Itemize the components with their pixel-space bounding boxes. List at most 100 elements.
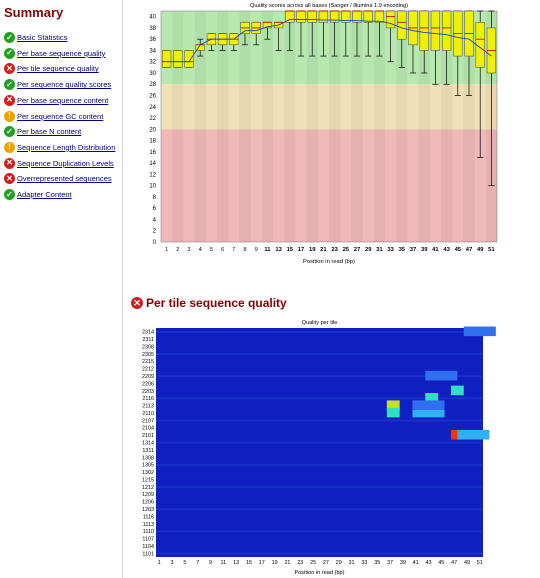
quality-boxplot-chart: Quality scores across all bases (Sanger … [149, 3, 498, 265]
module-label[interactable]: Per tile sequence quality [17, 64, 99, 74]
y-tick-label: 32 [149, 60, 156, 66]
box-2 [184, 50, 194, 68]
tile-row-stripe [156, 397, 483, 400]
box-21 [397, 10, 407, 68]
y-tick-label: 2209 [142, 374, 154, 380]
module-label[interactable]: Basic Statistics [17, 33, 68, 42]
module-label[interactable]: Sequence Duplication Levels [17, 158, 114, 168]
column-stripe [239, 11, 251, 242]
module-label[interactable]: Per sequence GC content [17, 111, 104, 121]
module-label[interactable]: Adapter Content [17, 190, 72, 199]
y-tick-label: 1203 [142, 507, 154, 513]
box-1 [173, 50, 183, 68]
module-label[interactable]: Per base N content [17, 127, 82, 137]
tile-row-stripe [156, 552, 483, 555]
x-tick-label: 21 [284, 560, 290, 566]
box-body [385, 10, 396, 29]
module-link-2[interactable]: ✕ Per tile sequence quality [4, 62, 99, 75]
y-tick-label: 2314 [142, 330, 154, 336]
pass-icon: ✓ [4, 47, 15, 59]
y-tick-label: 2206 [142, 381, 154, 387]
heat-cell-2 [412, 407, 445, 418]
y-tick-label: 1101 [142, 551, 154, 557]
x-tick-label: 21 [320, 247, 327, 253]
y-tick-label: 38 [149, 26, 156, 32]
tile-row-stripe [156, 419, 483, 422]
box-7 [240, 21, 250, 46]
y-tick-label: 1302 [142, 470, 154, 476]
pass-icon: ✓ [4, 126, 15, 138]
warn-icon: ! [4, 110, 15, 122]
x-tick-label: 19 [309, 247, 316, 253]
module-label[interactable]: Overrepresented sequences [17, 174, 112, 184]
y-tick-label: 2113 [142, 404, 154, 410]
box-body [161, 50, 172, 68]
fail-icon: ✕ [131, 297, 143, 309]
y-tick-label: 26 [149, 94, 156, 100]
module-link-10[interactable]: ✓ Adapter Content [4, 188, 72, 201]
x-tick-label: 19 [272, 560, 278, 566]
x-tick-label: 7 [232, 247, 235, 253]
module-link-1[interactable]: ✓ Per base sequence quality [4, 47, 105, 60]
x-tick-label: 49 [477, 247, 484, 253]
y-tick-label: 2 [153, 229, 157, 235]
x-tick-label: 41 [413, 560, 419, 566]
heat-cell-9 [463, 326, 496, 337]
x-tick-label: 51 [488, 247, 495, 253]
x-tick-label: 41 [432, 247, 439, 253]
x-tick-label: 31 [349, 560, 355, 566]
fail-icon: ✕ [4, 157, 15, 169]
x-tick-label: 9 [209, 560, 212, 566]
y-tick-label: 2212 [142, 367, 154, 373]
x-tick-label: 9 [255, 247, 258, 253]
y-tick-label: 1104 [142, 544, 154, 550]
sidebar: Summary ✓ Basic Statistics ✓ Per base seque… [0, 0, 123, 578]
module-label[interactable]: Per sequence quality scores [17, 80, 112, 90]
y-tick-label: 2215 [142, 359, 154, 365]
x-tick-label: 1 [165, 247, 168, 253]
x-tick-label: 31 [376, 247, 383, 253]
heat-cell-3 [425, 393, 439, 403]
module-link-6[interactable]: ✓ Per base N content [4, 125, 81, 138]
box-20 [385, 10, 396, 63]
box-28 [475, 10, 485, 158]
y-tick-label: 36 [149, 37, 156, 43]
heat-cell-1 [386, 407, 400, 418]
module-link-8[interactable]: ✕ Sequence Duplication Levels [4, 157, 114, 170]
heat-cell-7 [425, 370, 458, 381]
module-link-5[interactable]: ! Per sequence GC content [4, 110, 103, 123]
chart-title: Quality scores across all bases (Sanger … [250, 3, 408, 9]
module-label[interactable]: Per base sequence content [17, 95, 109, 105]
box-body [374, 10, 385, 23]
column-stripe [261, 11, 273, 242]
column-stripe [418, 11, 430, 242]
heatmap-background [156, 328, 483, 557]
column-stripe [194, 11, 206, 242]
x-tick-label: 43 [426, 560, 432, 566]
x-tick-label: 33 [387, 247, 394, 253]
y-tick-label: 8 [153, 195, 157, 201]
module-link-7[interactable]: ! Sequence Length Distribution [4, 141, 115, 154]
module-link-3[interactable]: ✓ Per sequence quality scores [4, 78, 111, 91]
box-0 [161, 50, 172, 68]
box-19 [374, 10, 385, 57]
x-tick-label: 37 [387, 560, 393, 566]
y-tick-label: 1308 [142, 455, 154, 461]
y-tick-label: 20 [149, 127, 156, 133]
y-tick-label: 14 [149, 161, 156, 167]
module-label[interactable]: Per base sequence quality [17, 48, 106, 58]
x-tick-label: 8 [244, 247, 247, 253]
module-link-9[interactable]: ✕ Overrepresented sequences [4, 172, 112, 185]
mean-line [166, 19, 492, 63]
pass-icon: ✓ [4, 32, 15, 43]
module-label[interactable]: Sequence Length Distribution [17, 142, 116, 152]
y-tick-label: 24 [149, 105, 156, 111]
box-13 [307, 10, 317, 57]
module-link-0[interactable]: ✓ Basic Statistics [4, 31, 67, 44]
x-tick-label: 2 [176, 247, 179, 253]
x-tick-label: 27 [323, 560, 329, 566]
box-12 [296, 10, 306, 57]
y-tick-label: 1209 [142, 492, 154, 498]
module-link-4[interactable]: ✕ Per base sequence content [4, 94, 108, 107]
x-tick-label: 4 [199, 247, 202, 253]
